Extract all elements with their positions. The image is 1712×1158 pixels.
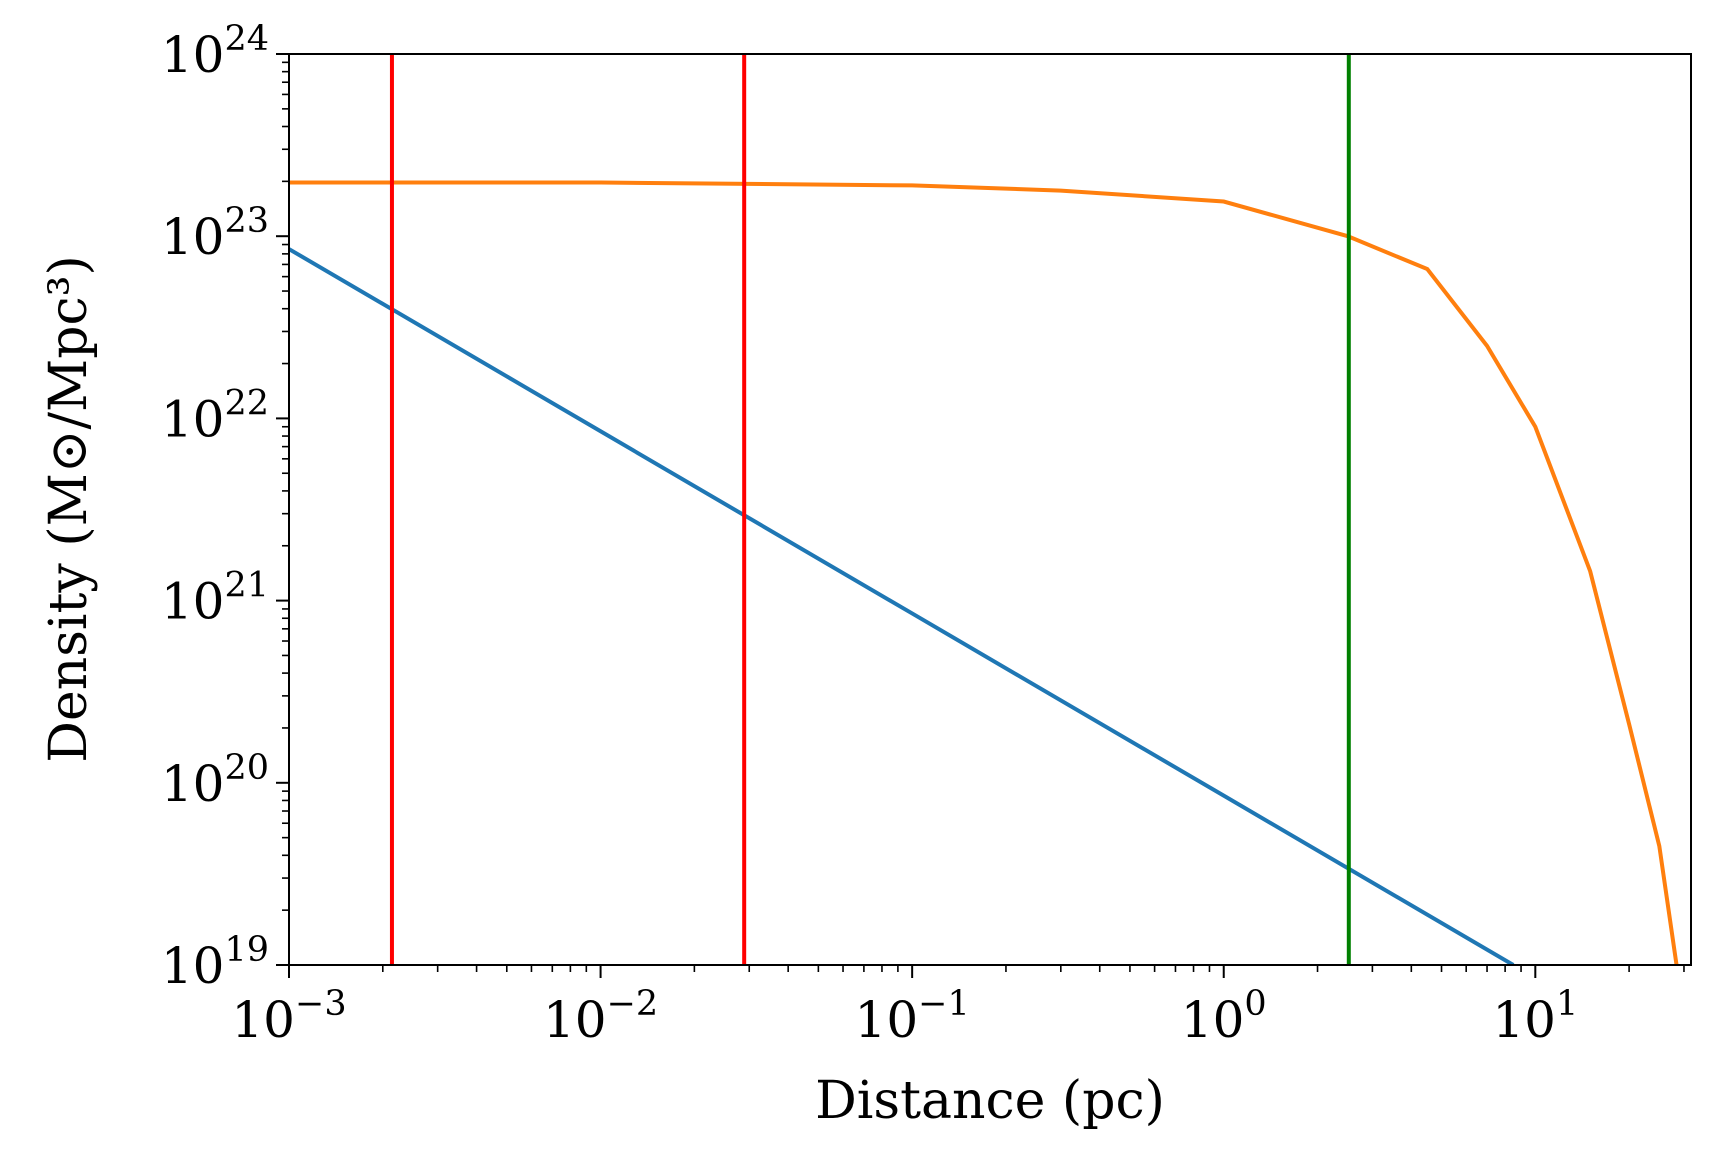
- tick-exponent: 22: [224, 383, 269, 423]
- x-tick-label: 100: [1181, 984, 1267, 1049]
- x-axis-label: Distance (pc): [815, 1071, 1165, 1131]
- axes-frame: [288, 53, 1692, 966]
- tick-base: 10: [855, 991, 919, 1049]
- tick-base: 10: [1492, 991, 1556, 1049]
- x-tick-label: 10−2: [543, 984, 658, 1049]
- tick-base: 10: [161, 208, 225, 266]
- tick-exponent: 20: [224, 748, 269, 788]
- y-tick-label: 1019: [161, 930, 269, 995]
- y-tick-label: 1023: [161, 201, 269, 266]
- tick-exponent: 19: [224, 930, 269, 970]
- line-series: [289, 247, 1515, 965]
- tick-exponent: 21: [224, 566, 269, 606]
- x-tick-label: 101: [1492, 984, 1578, 1049]
- tick-base: 10: [161, 26, 225, 84]
- y-tick-label: 1021: [161, 566, 269, 631]
- tick-exponent: 23: [224, 201, 269, 241]
- y-tick-label: 1024: [161, 19, 269, 84]
- plot-area: [289, 54, 1679, 965]
- x-tick-label: 10−3: [231, 984, 346, 1049]
- tick-exponent: −3: [295, 984, 347, 1024]
- tick-exponent: 1: [1556, 984, 1578, 1024]
- line-series: [289, 180, 1679, 965]
- tick-exponent: −2: [607, 984, 659, 1024]
- tick-base: 10: [231, 991, 295, 1049]
- tick-base: 10: [1181, 991, 1245, 1049]
- y-tick-label: 1020: [161, 748, 269, 813]
- tick-base: 10: [543, 991, 607, 1049]
- y-axis-label: Density (M⊙/Mpc³): [39, 255, 99, 762]
- y-tick-label: 1022: [161, 383, 269, 448]
- tick-exponent: 0: [1244, 984, 1266, 1024]
- x-tick-label: 10−1: [855, 984, 970, 1049]
- tick-exponent: −1: [918, 984, 970, 1024]
- tick-exponent: 24: [224, 19, 269, 59]
- tick-base: 10: [161, 573, 225, 631]
- tick-base: 10: [161, 937, 225, 995]
- tick-base: 10: [161, 390, 225, 448]
- tick-base: 10: [161, 755, 225, 813]
